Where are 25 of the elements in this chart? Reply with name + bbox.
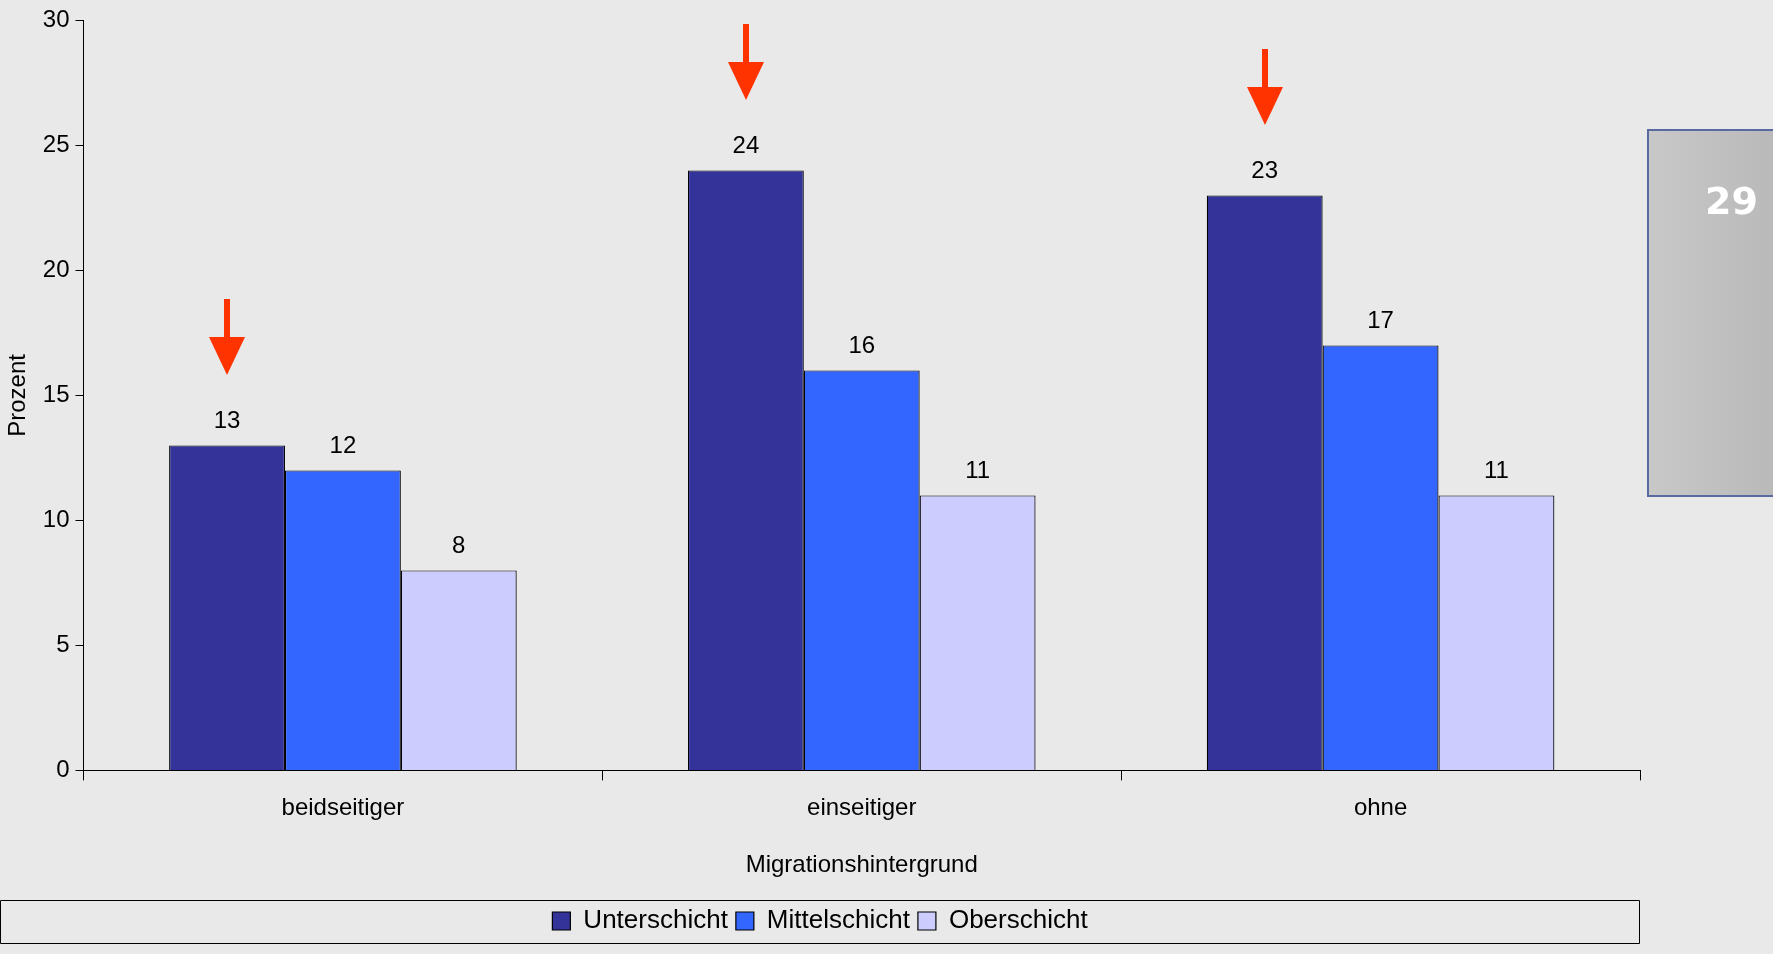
legend-label: Mittelschicht [766,904,911,935]
y-tick-label: 5 [56,630,70,658]
data-label: 11 [965,456,991,484]
data-label: 16 [848,331,876,359]
x-tick-label: ohne [1353,793,1408,821]
legend-label: Oberschicht [948,904,1089,935]
y-tick-label: 10 [42,505,70,533]
x-axis-title: Migrationshintergrund [745,850,978,878]
y-tick-label: 0 [56,755,70,783]
y-tick-label: 15 [42,380,70,408]
data-label: 17 [1367,306,1394,334]
y-axis-title: Prozent [3,353,31,437]
data-label: 8 [452,531,466,559]
data-label: 12 [329,431,357,459]
data-label: 24 [732,131,760,159]
data-label: 23 [1251,156,1279,184]
y-tick-label: 20 [42,255,70,283]
x-tick-label: einseitiger [807,793,917,821]
page-number-box: 29 [1647,129,1773,497]
x-tick-label: beidseitiger [281,793,405,821]
data-label: 13 [213,406,241,434]
y-tick-label: 30 [42,5,70,33]
data-label: 11 [1483,456,1509,484]
y-tick-label: 25 [42,130,70,158]
legend-label: Unterschicht [583,904,729,935]
